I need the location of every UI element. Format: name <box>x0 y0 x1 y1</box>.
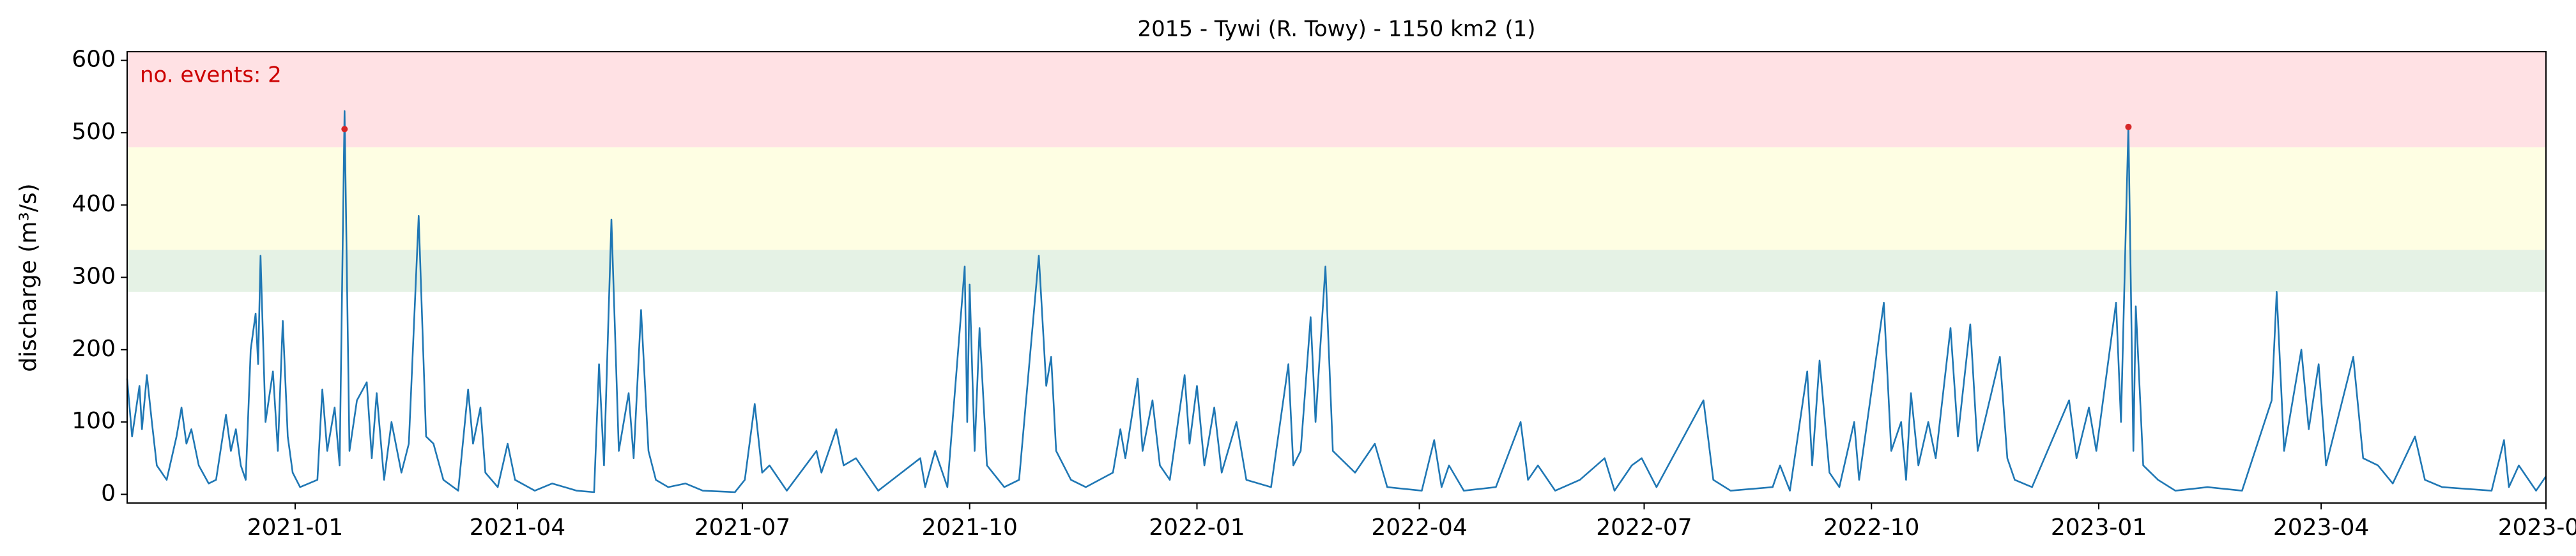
x-tick-label: 2022-01 <box>1149 515 1245 541</box>
x-tick-label: 2021-10 <box>922 515 1018 541</box>
chart-title: 2015 - Tywi (R. Towy) - 1150 km2 (1) <box>1138 17 1536 42</box>
x-tick-label: 2022-07 <box>1596 515 1692 541</box>
y-axis-label: discharge (m³/s) <box>15 183 42 372</box>
x-tick-label: 2022-10 <box>1823 515 1919 541</box>
threshold-band <box>127 250 2546 292</box>
threshold-band <box>127 147 2546 250</box>
x-tick-label: 2021-01 <box>247 515 343 541</box>
y-tick-label: 400 <box>72 191 116 217</box>
event-point <box>341 126 348 133</box>
y-tick-label: 200 <box>72 336 116 362</box>
discharge-line <box>126 110 2547 493</box>
x-tick-label: 2023-01 <box>2051 515 2147 541</box>
y-tick-label: 600 <box>72 47 116 73</box>
x-tick-label: 2023-04 <box>2273 515 2369 541</box>
y-tick-label: 500 <box>72 119 116 145</box>
threshold-band <box>127 52 2546 147</box>
x-tick-label: 2021-07 <box>694 515 790 541</box>
y-tick-label: 0 <box>101 480 116 506</box>
x-tick-label: 2022-04 <box>1371 515 1467 541</box>
events-annotation: no. events: 2 <box>140 63 282 88</box>
y-tick-label: 100 <box>72 408 116 434</box>
x-tick-label: 2023-07 <box>2498 515 2576 541</box>
event-point <box>2125 123 2132 130</box>
y-tick-label: 300 <box>72 264 116 290</box>
plot-frame <box>126 51 2547 504</box>
x-tick-label: 2021-04 <box>470 515 565 541</box>
